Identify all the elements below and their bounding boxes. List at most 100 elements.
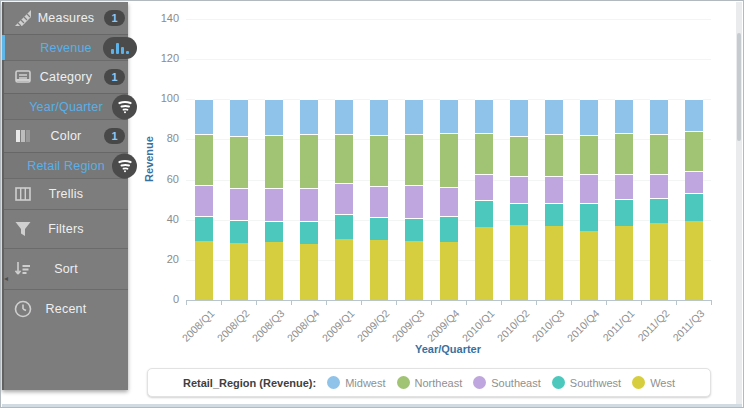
bar-segment[interactable] [335,183,353,214]
bar-segment[interactable] [510,176,528,203]
bar-segment[interactable] [265,242,283,300]
bar-segment[interactable] [650,134,668,173]
bar-segment[interactable] [405,134,423,184]
bar-segment[interactable] [545,176,563,203]
sidebar-item-recent[interactable]: Recent [4,289,128,328]
bar-segment[interactable] [265,221,283,242]
bar-segment[interactable] [405,99,423,134]
bar-segment[interactable] [195,99,213,134]
panel-collapse-handle[interactable]: ◂ [4,274,9,284]
bar-segment[interactable] [615,199,633,226]
legend-label: Northeast [415,377,463,389]
sidebar-item-retail-region[interactable]: Retail Region [4,152,128,178]
legend-item[interactable]: Northeast [397,376,463,389]
bar-segment[interactable] [650,198,668,223]
bar-segment[interactable] [650,223,668,300]
bar-segment[interactable] [230,136,248,187]
bar-segment[interactable] [335,214,353,239]
legend-item[interactable]: Southwest [552,376,621,389]
bar-segment[interactable] [370,217,388,240]
legend-label: Southeast [491,377,541,389]
scrollbar-thumb[interactable] [737,33,741,141]
bar-segment[interactable] [405,218,423,241]
bar-segment[interactable] [545,226,563,300]
bar-segment[interactable] [475,200,493,227]
bar-segment[interactable] [440,216,458,242]
bar-segment[interactable] [335,134,353,182]
bar-segment[interactable] [335,99,353,134]
bar-segment[interactable] [405,241,423,300]
bar-segment[interactable] [510,225,528,300]
bar-segment[interactable] [195,185,213,216]
bar-segment[interactable] [615,174,633,199]
bar-segment[interactable] [615,226,633,300]
legend-item[interactable]: West [632,376,675,389]
bar-segment[interactable] [580,174,598,203]
bar-segment[interactable] [475,99,493,133]
bar-segment[interactable] [370,186,388,217]
bar-segment[interactable] [685,193,703,221]
bar-segment[interactable] [545,99,563,134]
bar-segment[interactable] [440,133,458,186]
bar-segment[interactable] [510,203,528,225]
sidebar-item-measures[interactable]: Measures 1 [4,2,128,34]
bar-segment[interactable] [195,241,213,300]
legend-item[interactable]: Southeast [473,376,541,389]
sidebar-item-revenue[interactable]: Revenue [4,34,128,60]
bar-segment[interactable] [230,99,248,136]
sidebar-item-filters[interactable]: Filters [4,209,128,248]
bar-segment[interactable] [230,243,248,300]
bar-segment[interactable] [510,99,528,136]
legend-item[interactable]: Midwest [327,376,385,389]
sidebar-item-trellis[interactable]: Trellis [4,178,128,209]
bar-segment[interactable] [265,135,283,187]
bar-segment[interactable] [370,135,388,185]
bar-segment[interactable] [580,135,598,173]
bar-segment[interactable] [265,99,283,135]
bar-segment[interactable] [440,187,458,216]
sort-icon [12,258,34,280]
bar-segment[interactable] [580,99,598,135]
bar-segment[interactable] [580,203,598,231]
legend-color-dot [327,376,340,389]
bar-chart-icon[interactable] [103,37,137,59]
bar-segment[interactable] [545,134,563,175]
bar-segment[interactable] [650,99,668,134]
bar-segment[interactable] [265,188,283,221]
swirl-funnel-icon[interactable] [112,94,137,119]
bar-segment[interactable] [195,216,213,241]
bar-segment[interactable] [615,133,633,173]
bar-segment[interactable] [230,220,248,243]
bar-segment[interactable] [440,99,458,133]
bar-segment[interactable] [195,134,213,184]
bar-segment[interactable] [300,99,318,134]
x-axis-tick [361,300,362,305]
swirl-funnel-icon[interactable] [112,153,137,178]
bar-segment[interactable] [475,133,493,173]
bar-segment[interactable] [300,244,318,300]
bar-segment[interactable] [300,221,318,244]
bar-segment[interactable] [335,239,353,300]
bar-segment[interactable] [475,227,493,300]
sidebar-item-year-quarter[interactable]: Year/Quarter [4,93,128,119]
bar-segment[interactable] [300,188,318,221]
bar-segment[interactable] [300,134,318,187]
bar-segment[interactable] [650,174,668,198]
bar-segment[interactable] [580,231,598,300]
bar-segment[interactable] [405,185,423,218]
bar-segment[interactable] [475,174,493,200]
bar-segment[interactable] [370,240,388,300]
bar-segment[interactable] [510,136,528,175]
sidebar-item-color[interactable]: Color 1 [4,119,128,152]
bar-segment[interactable] [685,99,703,131]
bar-segment[interactable] [685,171,703,193]
bar-segment[interactable] [545,203,563,226]
sidebar-item-sort[interactable]: Sort [4,248,128,289]
bar-segment[interactable] [230,188,248,220]
bar-segment[interactable] [440,242,458,300]
bar-segment[interactable] [615,99,633,133]
bar-segment[interactable] [370,99,388,135]
sidebar-item-category[interactable]: Category 1 [4,60,128,93]
bar-segment[interactable] [685,131,703,170]
bar-segment[interactable] [685,221,703,300]
